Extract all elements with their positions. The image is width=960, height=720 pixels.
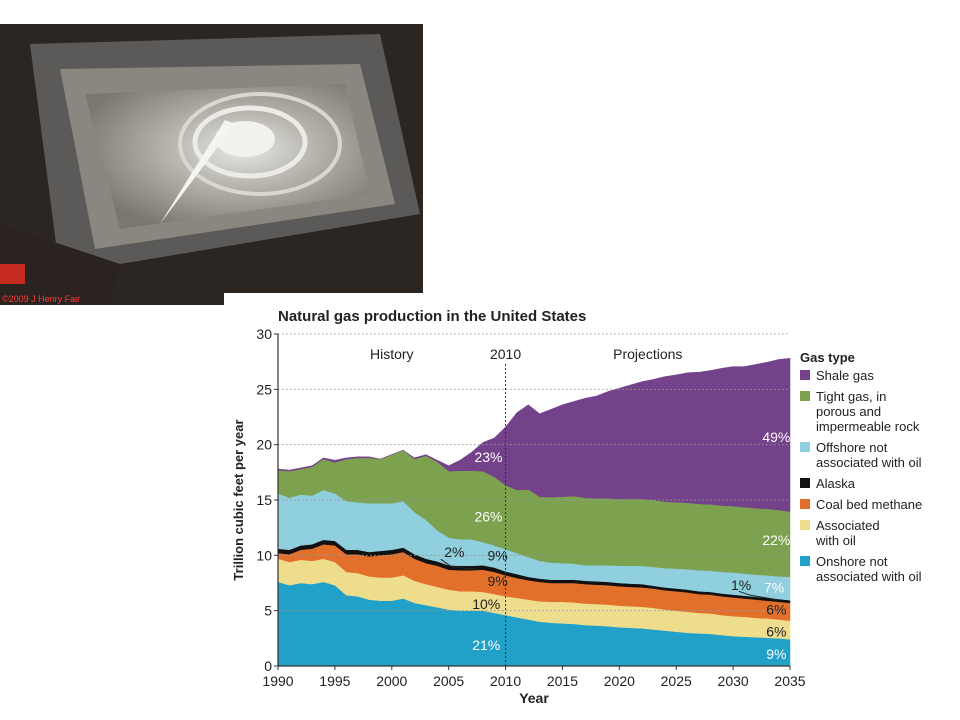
legend-item-associated-with-oil: Associated with oil — [800, 518, 950, 548]
annotation-projections-1: Projections — [613, 346, 682, 362]
annotation-22-10: 22% — [762, 532, 790, 548]
legend-label: Associated with oil — [816, 518, 880, 548]
x-tick-label-2010: 2010 — [490, 673, 521, 689]
photo-edge — [224, 293, 434, 307]
y-tick-label-5: 5 — [264, 603, 272, 619]
annotation-9-5: 9% — [487, 547, 507, 563]
x-tick-label-2015: 2015 — [547, 673, 578, 689]
legend-swatch — [800, 391, 810, 401]
legend-item-coal-bed-methane: Coal bed methane — [800, 497, 950, 512]
y-tick-label-0: 0 — [264, 658, 272, 674]
legend-swatch — [800, 499, 810, 509]
legend-swatch — [800, 370, 810, 380]
gridlines — [278, 333, 790, 666]
annotation-9-6: 9% — [487, 573, 507, 589]
y-tick-label-15: 15 — [256, 492, 272, 508]
x-tick-label-1990: 1990 — [262, 673, 293, 689]
x-tick-label-2020: 2020 — [604, 673, 635, 689]
annotation-21-8: 21% — [472, 637, 500, 653]
x-tick-label-1995: 1995 — [319, 673, 350, 689]
photo-credit: ©2009 J Henry Fair — [2, 294, 81, 304]
annotation-1-11: 1% — [731, 577, 751, 593]
annotation-7-12: 7% — [764, 579, 784, 595]
legend-label: Onshore not associated with oil — [816, 554, 922, 584]
annotation-2-4: 2% — [444, 544, 464, 560]
x-tick-label-2000: 2000 — [376, 673, 407, 689]
legend-label: Offshore not associated with oil — [816, 440, 922, 470]
y-tick-label-20: 20 — [256, 437, 272, 453]
legend-swatch — [800, 520, 810, 530]
y-axis-label: Trillion cubic feet per year — [231, 419, 246, 580]
legend-item-alaska: Alaska — [800, 476, 950, 491]
legend-title: Gas type — [800, 350, 855, 365]
y-tick-label-30: 30 — [256, 326, 272, 342]
y-tick-label-10: 10 — [256, 547, 272, 563]
x-tick-label-2035: 2035 — [774, 673, 805, 689]
annotation-23-2: 23% — [474, 449, 502, 465]
annotation-9-15: 9% — [766, 646, 786, 662]
leader-alaska-history — [440, 558, 478, 571]
x-axis-label: Year — [519, 690, 549, 706]
photo-illustration — [0, 24, 423, 305]
area-layer — [277, 358, 791, 667]
legend-items: Shale gas Tight gas, in porous and imperm… — [800, 368, 950, 584]
legend-item-shale-gas: Shale gas — [800, 368, 950, 383]
legend-item-offshore-not-associated-with-oil: Offshore not associated with oil — [800, 440, 950, 470]
area-shale-gas — [277, 358, 791, 512]
legend-label: Coal bed methane — [816, 497, 923, 512]
legend: Gas type Shale gas Tight gas, in porous a… — [800, 350, 950, 590]
legend-swatch — [800, 556, 810, 566]
legend-item-tight-gas-in-porous-and-impermeable-rock: Tight gas, in porous and impermeable roc… — [800, 389, 950, 434]
annotation-49-9: 49% — [762, 429, 790, 445]
annotation-10-7: 10% — [472, 596, 500, 612]
chart-title: Natural gas production in the United Sta… — [278, 308, 587, 325]
leader-alaska-projection — [738, 590, 777, 601]
annotation-26-3: 26% — [474, 509, 502, 525]
x-tick-label-2025: 2025 — [661, 673, 692, 689]
legend-label: Alaska — [816, 476, 856, 491]
legend-item-onshore-not-associated-with-oil: Onshore not associated with oil — [800, 554, 950, 584]
fracking-pond-photo: ©2009 J Henry Fair — [0, 24, 423, 305]
legend-swatch — [800, 442, 810, 452]
y-tick-label-25: 25 — [256, 381, 272, 397]
divider-label: 2010 — [490, 346, 521, 362]
x-tick-label-2030: 2030 — [718, 673, 749, 689]
annotation-6-13: 6% — [766, 602, 786, 618]
annotations: 2010 History Projections 23% 26% 2% 9% 9% 10% 21%… — [370, 346, 790, 662]
legend-label: Shale gas — [816, 368, 874, 383]
x-tick-label-2005: 2005 — [433, 673, 464, 689]
annotation-history-0: History — [370, 346, 414, 362]
annotation-6-14: 6% — [766, 624, 786, 640]
legend-label: Tight gas, in porous and impermeable roc… — [816, 389, 920, 434]
legend-swatch — [800, 478, 810, 488]
